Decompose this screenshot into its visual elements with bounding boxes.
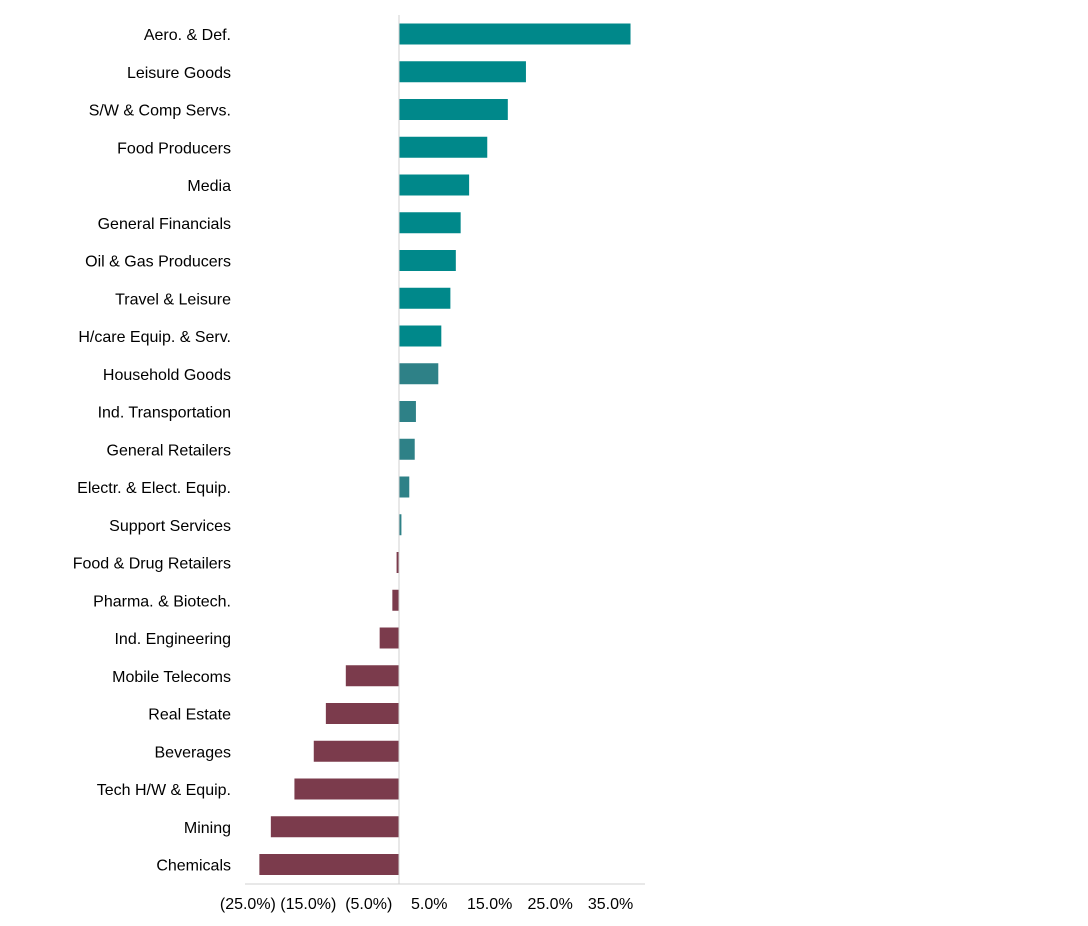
bar-16 bbox=[379, 627, 399, 649]
bar-18 bbox=[325, 703, 399, 724]
bar-group bbox=[259, 23, 631, 875]
bar-0 bbox=[399, 23, 631, 45]
category-label: Beverages bbox=[155, 744, 232, 761]
x-tick-label: (5.0%) bbox=[345, 896, 392, 913]
x-tick-label: 25.0% bbox=[527, 896, 572, 913]
bar-20 bbox=[294, 778, 399, 800]
category-label: Pharma. & Biotech. bbox=[93, 593, 231, 610]
category-label: Aero. & Def. bbox=[144, 27, 231, 44]
category-label: Real Estate bbox=[148, 707, 231, 724]
category-label: Ind. Transportation bbox=[98, 405, 231, 422]
x-tick-label: (25.0%) bbox=[220, 896, 276, 913]
category-label: Chemicals bbox=[156, 858, 231, 875]
category-label: Food Producers bbox=[117, 140, 231, 157]
x-tick-label: 15.0% bbox=[467, 896, 512, 913]
category-label: Mobile Telecoms bbox=[112, 669, 231, 686]
category-label: Household Goods bbox=[103, 367, 231, 384]
bar-22 bbox=[259, 854, 399, 875]
category-label: Travel & Leisure bbox=[115, 291, 231, 308]
bar-19 bbox=[313, 740, 399, 762]
bar-17 bbox=[345, 665, 399, 687]
x-tick-labels: (25.0%) (15.0%) (5.0%) 5.0% 15.0% 25.0% 35.0% bbox=[220, 896, 633, 913]
x-tick-label: 5.0% bbox=[411, 896, 447, 913]
bar-6 bbox=[399, 250, 456, 271]
bar-12 bbox=[399, 476, 410, 498]
bar-5 bbox=[399, 212, 461, 234]
bar-4 bbox=[399, 174, 470, 196]
category-label: Food & Drug Retailers bbox=[73, 556, 231, 573]
category-label: Ind. Engineering bbox=[114, 631, 231, 648]
bar-1 bbox=[399, 61, 526, 83]
x-tick-label: 35.0% bbox=[588, 896, 633, 913]
category-label: Media bbox=[187, 178, 231, 195]
category-label: Tech H/W & Equip. bbox=[97, 782, 231, 799]
category-label: H/care Equip. & Serv. bbox=[78, 329, 231, 346]
bar-11 bbox=[399, 438, 415, 460]
category-labels: Aero. & Def. Leisure Goods S/W & Comp Serv… bbox=[73, 27, 231, 875]
category-label: Mining bbox=[184, 820, 231, 837]
category-label: Leisure Goods bbox=[127, 65, 231, 82]
bar-13 bbox=[399, 514, 402, 536]
category-label: Oil & Gas Producers bbox=[85, 254, 231, 271]
bar-7 bbox=[399, 287, 451, 309]
category-label: Support Services bbox=[109, 518, 231, 535]
x-tick-label: (15.0%) bbox=[280, 896, 336, 913]
bar-21 bbox=[270, 816, 399, 838]
bar-3 bbox=[399, 136, 488, 158]
category-label: Electr. & Elect. Equip. bbox=[77, 480, 231, 497]
bar-14 bbox=[396, 552, 399, 573]
category-label: General Financials bbox=[98, 216, 231, 233]
bar-8 bbox=[399, 325, 442, 347]
bar-15 bbox=[392, 589, 399, 611]
category-label: General Retailers bbox=[107, 442, 232, 459]
category-label: S/W & Comp Servs. bbox=[89, 103, 231, 120]
bar-2 bbox=[399, 99, 508, 120]
bar-10 bbox=[399, 401, 416, 422]
bar-9 bbox=[399, 363, 439, 385]
